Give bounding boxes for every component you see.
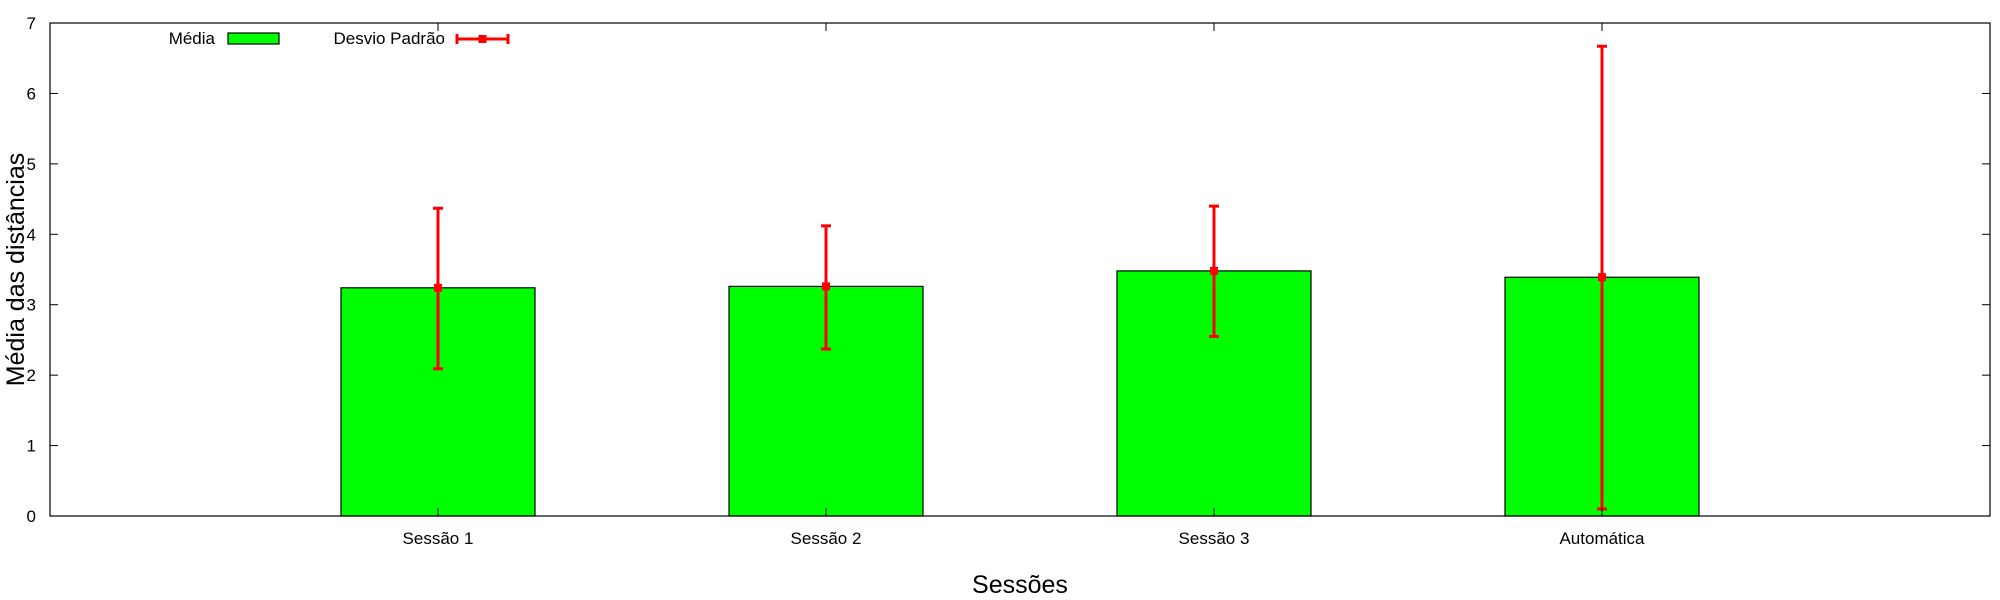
legend-label-media: Média xyxy=(169,29,216,48)
legend-swatch-media xyxy=(227,32,280,45)
y-tick-label: 2 xyxy=(27,366,36,385)
y-tick-label: 5 xyxy=(27,155,36,174)
error-bar xyxy=(433,206,443,371)
x-tick-label: Sessão 1 xyxy=(403,529,474,548)
error-bar xyxy=(1209,204,1219,338)
mean-marker xyxy=(1598,273,1606,282)
y-tick-label: 4 xyxy=(27,225,36,244)
plot-frame xyxy=(49,22,1991,517)
legend-label-desvio-padrao: Desvio Padrão xyxy=(333,29,445,48)
mean-marker xyxy=(434,283,442,292)
mean-marker xyxy=(822,282,830,291)
x-tick-label: Sessão 2 xyxy=(791,529,862,548)
y-tick-label: 6 xyxy=(27,84,36,103)
error-bar xyxy=(821,224,831,351)
x-tick-label: Sessão 3 xyxy=(1179,529,1250,548)
x-axis-title: Sessões xyxy=(972,571,1068,599)
mean-marker xyxy=(1210,266,1218,275)
bars-layer xyxy=(340,270,1700,517)
legend: Média Desvio Padrão xyxy=(169,29,510,48)
ticks-layer: 0 1 2 3 4 5 6 7 Sessão 1 Sessão 2 Sessão 3 Automáti… xyxy=(27,14,1990,548)
legend-swatch-desvio-padrao xyxy=(455,34,510,44)
y-axis-title: Média das distâncias xyxy=(2,153,30,386)
x-tick-label: Automática xyxy=(1559,529,1645,548)
y-tick-label: 0 xyxy=(27,507,36,526)
y-tick-label: 3 xyxy=(27,296,36,315)
y-tick-label: 7 xyxy=(27,14,36,33)
y-tick-label: 1 xyxy=(27,437,36,456)
error-bars-layer xyxy=(433,44,1607,511)
